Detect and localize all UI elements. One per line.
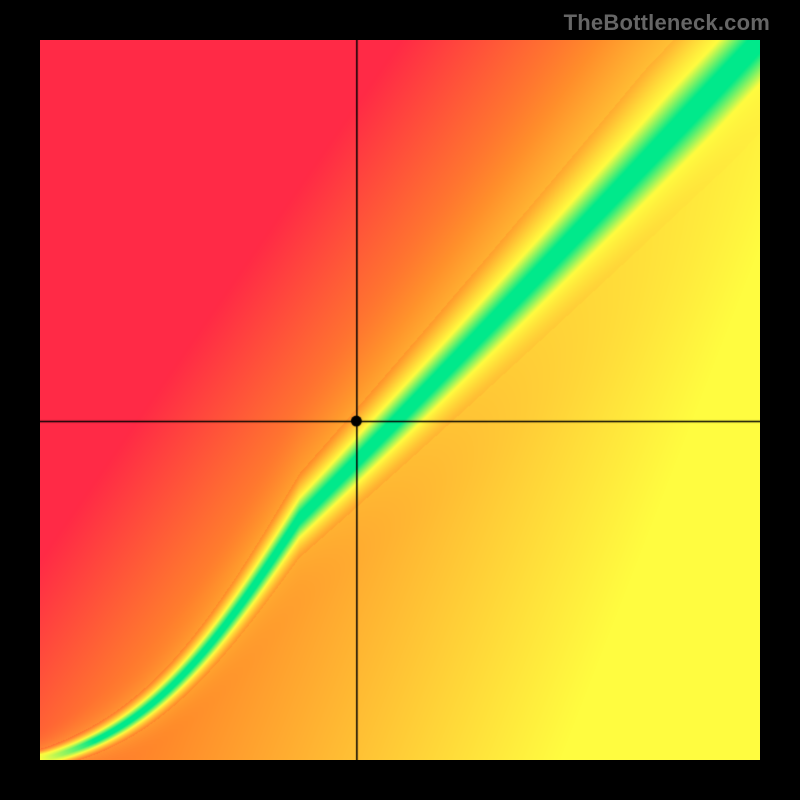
watermark-text: TheBottleneck.com [564, 10, 770, 36]
heatmap-canvas [40, 40, 760, 760]
chart-container: TheBottleneck.com [0, 0, 800, 800]
